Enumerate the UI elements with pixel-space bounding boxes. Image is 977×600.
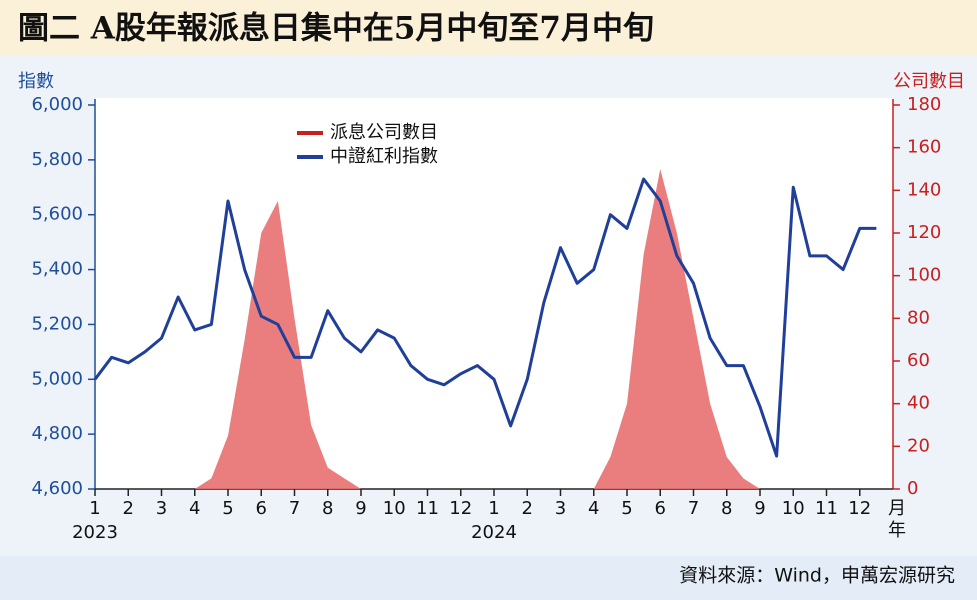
x-tick-label: 6 — [256, 498, 267, 519]
x-tick-label: 7 — [688, 498, 699, 519]
x-tick-label: 11 — [815, 498, 838, 519]
chart-title: 圖二 A股年報派息日集中在5月中旬至7月中旬 — [18, 11, 654, 47]
legend-label: 中證紅利指數 — [330, 146, 438, 167]
y-tick-label: 4,800 — [31, 423, 83, 444]
y2-axis-label: 公司數目 — [893, 71, 965, 92]
year-label: 2023 — [72, 522, 118, 543]
x-tick-label: 12 — [449, 498, 472, 519]
y2-tick-label: 180 — [907, 94, 941, 115]
y-tick-label: 5,400 — [31, 259, 83, 280]
y2-tick-label: 0 — [907, 478, 918, 499]
x-tick-label: 11 — [416, 498, 439, 519]
y2-tick-label: 40 — [907, 393, 930, 414]
y-tick-label: 5,200 — [31, 313, 83, 334]
x-tick-label: 8 — [322, 498, 333, 519]
x-tick-label: 4 — [189, 498, 200, 519]
x-tick-label: 12 — [848, 498, 871, 519]
x-tick-label: 2 — [123, 498, 134, 519]
x-axis-label: 年 — [888, 520, 906, 541]
y2-tick-label: 20 — [907, 435, 930, 456]
line — [93, 177, 877, 458]
year-label: 2024 — [471, 522, 517, 543]
y2-tick-label: 60 — [907, 350, 930, 371]
y-tick-label: 5,600 — [31, 204, 83, 225]
x-tick-label: 10 — [383, 498, 406, 519]
y2-tick-label: 80 — [907, 307, 930, 328]
x-tick-label: 5 — [222, 498, 233, 519]
x-tick-label: 10 — [782, 498, 805, 519]
y-tick-label: 4,600 — [31, 478, 83, 499]
y2-tick-label: 100 — [907, 265, 941, 286]
y-tick-label: 5,800 — [31, 149, 83, 170]
plot-area — [95, 98, 893, 489]
x-tick-label: 1 — [89, 498, 100, 519]
title-band — [0, 0, 977, 56]
x-tick-label: 7 — [289, 498, 300, 519]
y2-tick-label: 140 — [907, 179, 941, 200]
x-tick-label: 1 — [488, 498, 499, 519]
x-tick-label: 8 — [721, 498, 732, 519]
area — [95, 169, 877, 489]
x-axis-label: 月 — [888, 498, 906, 519]
legend-label: 派息公司數目 — [330, 122, 438, 143]
x-tick-label: 3 — [156, 498, 167, 519]
x-tick-label: 5 — [621, 498, 632, 519]
x-tick-label: 2 — [522, 498, 533, 519]
y2-tick-label: 120 — [907, 222, 941, 243]
source: 資料來源：Wind，申萬宏源研究 — [679, 565, 955, 587]
x-tick-label: 4 — [588, 498, 599, 519]
x-tick-label: 6 — [655, 498, 666, 519]
y-axis-label: 指數 — [18, 71, 54, 92]
source-band — [0, 556, 977, 600]
x-tick-label: 9 — [754, 498, 765, 519]
y2-tick-label: 160 — [907, 137, 941, 158]
x-tick-label: 9 — [355, 498, 366, 519]
y-tick-label: 5,000 — [31, 368, 83, 389]
y-tick-label: 6,000 — [31, 94, 83, 115]
x-tick-label: 3 — [555, 498, 566, 519]
